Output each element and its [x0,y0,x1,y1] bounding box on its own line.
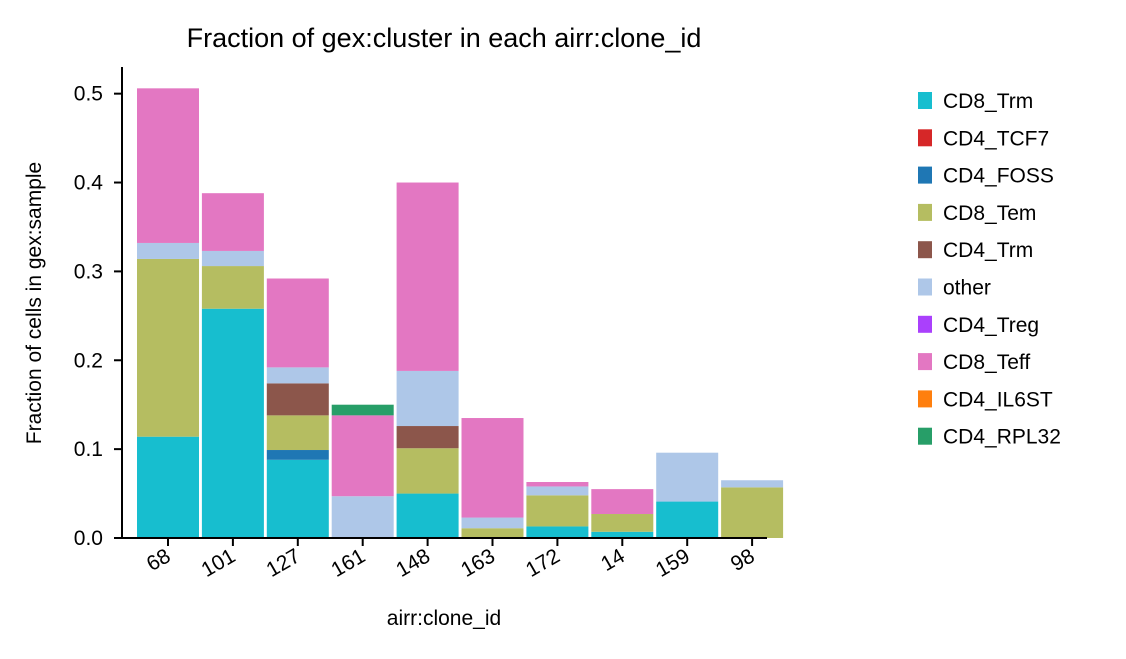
bar-segment [137,436,199,538]
bar-segment [526,482,589,487]
bar-segment [201,266,264,309]
bar-segment [526,526,589,538]
bar-segment [266,459,329,538]
bar-segment [137,258,199,437]
bar-segment [266,450,329,460]
bars-layer [137,88,784,538]
legend-label: CD4_RPL32 [943,426,1061,449]
bar-segment [396,426,459,449]
bar-segment [461,517,524,529]
x-ticks: 68 101 127 161 148 163 172 14 159 98 [143,538,759,582]
x-tick-label: 161 [327,544,369,581]
legend-label: CD8_Trm [943,90,1033,113]
legend-swatch [918,353,932,371]
bar-segment [266,367,329,384]
legend-label: other [943,277,991,300]
chart-title: Fraction of gex:cluster in each airr:clo… [187,23,702,53]
bar-segment [461,528,524,538]
x-tick-label: 101 [198,544,240,581]
bar-segment [331,415,394,497]
legend-swatch [918,92,932,109]
bar-segment [331,404,394,416]
legend-swatch [918,390,932,408]
bar-segment [137,88,199,243]
x-tick-label: 163 [457,544,499,581]
y-tick-label: 0.4 [74,172,104,195]
legend-label: CD8_Tem [943,202,1036,225]
y-ticks: 0.0 0.1 0.2 0.3 0.4 0.5 [74,83,122,550]
bar-segment [526,486,589,496]
bar-segment [201,193,264,251]
bar-segment [137,242,199,259]
bar-segment [266,415,329,451]
bar-segment [266,278,329,368]
x-tick-label: 159 [652,544,694,581]
x-tick-label: 127 [262,544,304,581]
legend-swatch [918,166,932,184]
legend-label: CD4_Treg [943,314,1039,337]
legend-swatch [918,203,932,221]
bar-segment [526,495,589,527]
bar-segment [656,501,719,538]
bar-segment [396,493,459,538]
bar-segment [591,514,654,532]
legend-label: CD4_TCF7 [943,127,1049,150]
y-tick-label: 0.0 [74,527,103,550]
bar-segment [396,370,459,427]
bar-segment [201,308,264,538]
y-tick-label: 0.1 [74,438,103,461]
x-tick-label: 98 [727,544,759,576]
legend-swatch [918,129,932,147]
bar-segment [591,531,654,538]
bar-segment [266,383,329,416]
y-tick-label: 0.5 [74,83,103,106]
bar-segment [721,487,784,538]
legend-swatch [918,241,932,259]
x-tick-label: 148 [392,544,434,581]
bar-segment [201,250,264,267]
legend-swatch [918,278,932,296]
x-tick-label: 172 [522,544,564,581]
bar-segment [396,448,459,494]
bar-segment [396,182,459,371]
bar-segment [461,418,524,518]
y-tick-label: 0.3 [74,260,103,283]
x-tick-label: 68 [143,544,175,576]
legend-label: CD4_FOSS [943,165,1054,188]
legend-swatch [918,315,932,333]
axes-layer [121,67,767,539]
legend-swatch [918,427,932,445]
bar-segment [331,496,394,538]
bar-segment [656,452,719,502]
x-axis-label: airr:clone_id [387,607,501,630]
legend-label: CD8_Teff [943,351,1030,374]
legend: CD8_Trm CD4_TCF7 CD4_FOSS CD8_Tem CD4_Trmoth… [918,90,1061,449]
legend-label: CD4_Trm [943,239,1033,262]
bar-segment [721,480,784,488]
bar-segment [591,489,654,514]
legend-label: CD4_IL6ST [943,388,1053,411]
y-tick-label: 0.2 [74,349,103,372]
x-tick-label: 14 [597,544,629,576]
y-axis-label: Fraction of cells in gex:sample [23,162,46,444]
